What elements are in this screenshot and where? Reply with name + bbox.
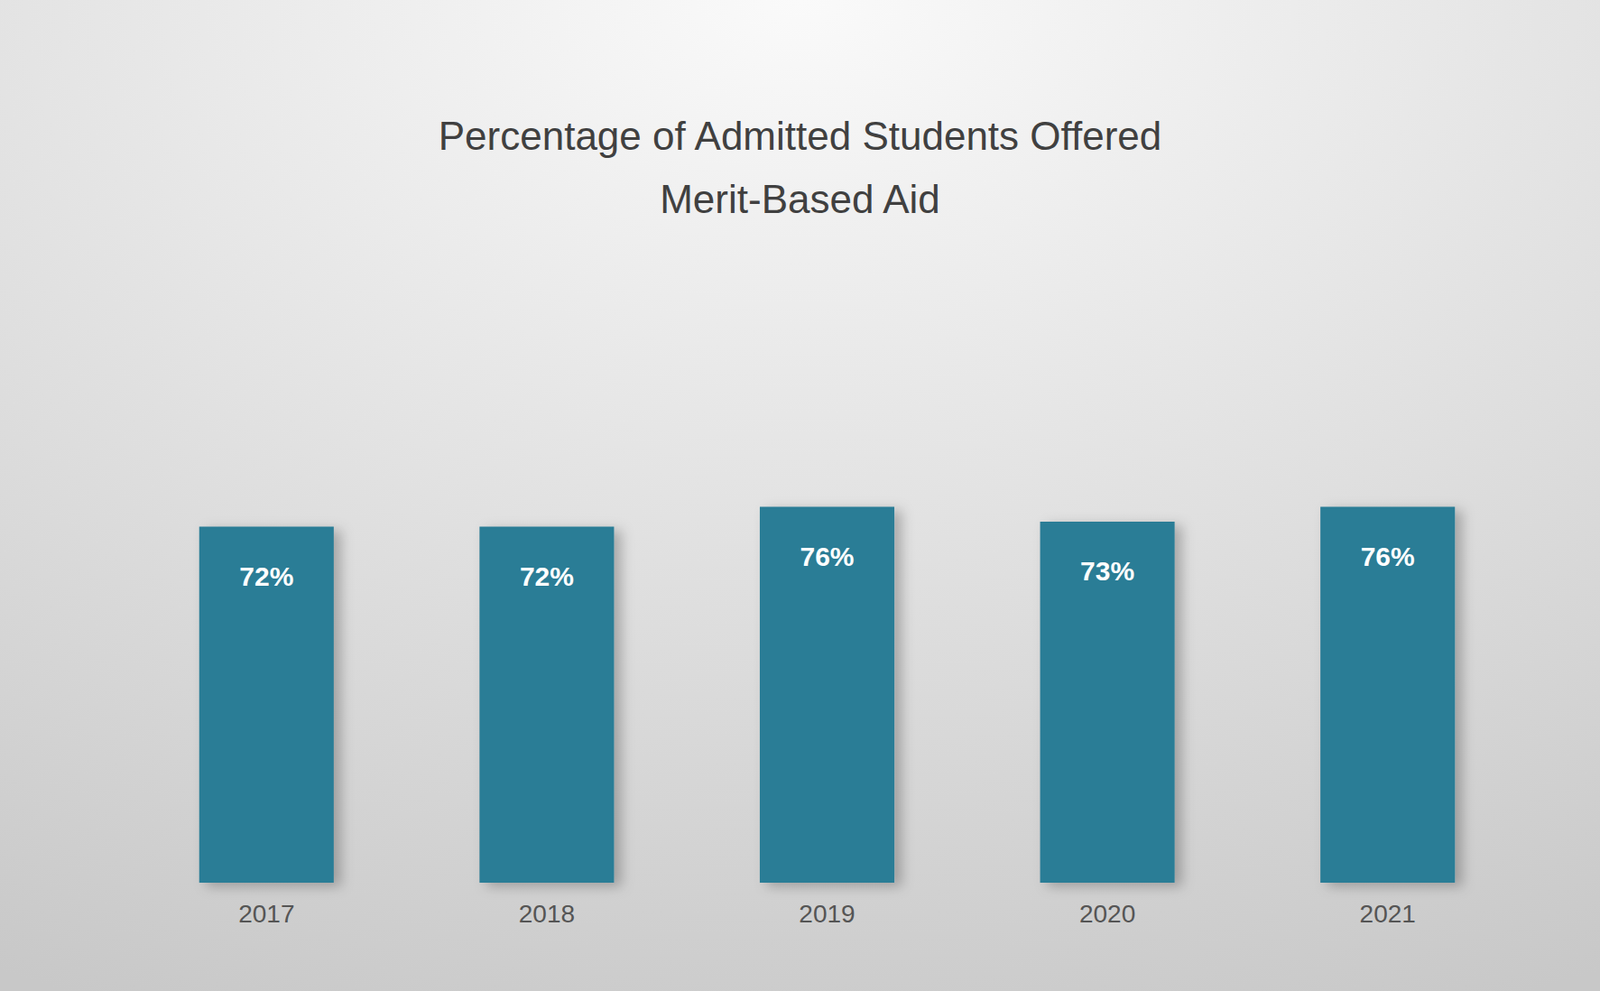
- svg-text:2020: 2020: [1079, 899, 1136, 928]
- svg-text:73%: 73%: [1080, 555, 1135, 586]
- svg-text:76%: 76%: [1360, 541, 1416, 572]
- svg-text:72%: 72%: [519, 561, 574, 592]
- svg-text:Merit-Based Aid: Merit-Based Aid: [659, 176, 941, 222]
- svg-text:72%: 72%: [239, 561, 294, 592]
- svg-text:2021: 2021: [1359, 899, 1416, 928]
- svg-text:2018: 2018: [518, 899, 575, 928]
- svg-text:2017: 2017: [238, 899, 295, 928]
- svg-text:2019: 2019: [798, 899, 855, 928]
- svg-text:Percentage of Admitted Student: Percentage of Admitted Students Offered: [438, 113, 1162, 158]
- svg-text:76%: 76%: [799, 541, 854, 572]
